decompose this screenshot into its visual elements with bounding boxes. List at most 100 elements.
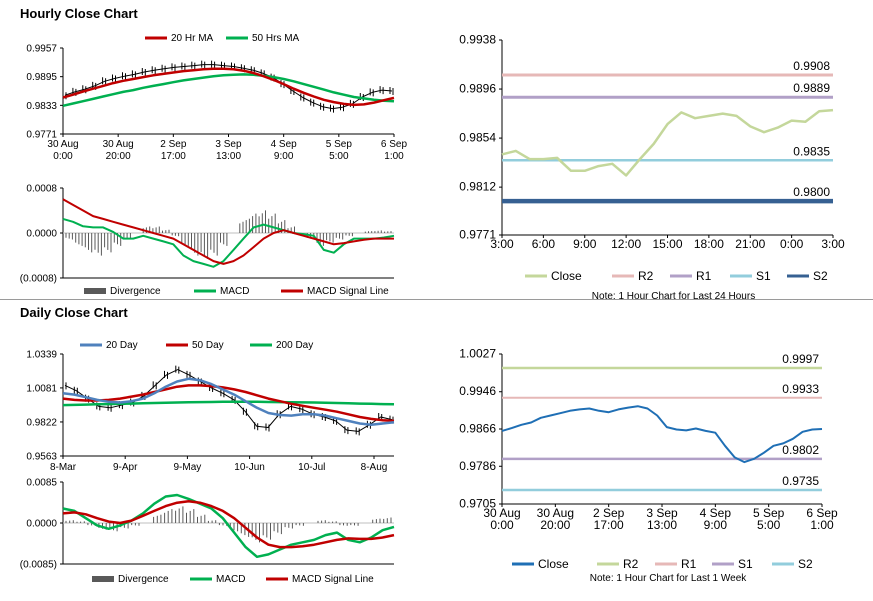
y-tick-label: 0.9822 bbox=[26, 417, 57, 428]
ma20-line bbox=[62, 67, 395, 107]
legend-50hr-ma-label: 50 Hrs MA bbox=[252, 33, 300, 44]
close-series bbox=[64, 369, 393, 432]
x-tick-label: 9:00 bbox=[573, 237, 597, 251]
y-tick-label: 0.0000 bbox=[26, 519, 57, 530]
daily-section-title: Daily Close Chart bbox=[20, 305, 128, 320]
x-tick-label: 30 Aug bbox=[537, 506, 574, 520]
x-tick-label: 12:00 bbox=[611, 237, 641, 251]
ma200-line bbox=[62, 400, 395, 407]
legend-50day-label: 50 Day bbox=[192, 340, 224, 351]
x-tick-label: 9-May bbox=[174, 462, 202, 473]
x-tick-label-time: 20:00 bbox=[540, 518, 570, 532]
signal-line bbox=[62, 198, 394, 265]
y-tick-label: 0.9957 bbox=[26, 44, 57, 55]
x-tick-label: 21:00 bbox=[735, 237, 765, 251]
legend-s1-label: S1 bbox=[756, 269, 771, 283]
x-tick-label: 5 Sep bbox=[326, 139, 353, 150]
y-tick-label: 0.9946 bbox=[459, 384, 496, 398]
legend-signal-label: MACD Signal Line bbox=[307, 286, 389, 297]
legend-r2-label: R2 bbox=[638, 269, 654, 283]
x-tick-label: 3:00 bbox=[821, 237, 845, 251]
x-tick-label-time: 13:00 bbox=[647, 518, 677, 532]
level-r2-label: 0.9908 bbox=[793, 59, 830, 73]
y-tick-label: 0.9771 bbox=[459, 228, 496, 242]
x-tick-label-time: 0:00 bbox=[490, 518, 514, 532]
close-line bbox=[501, 405, 823, 464]
legend-s2-label: S2 bbox=[798, 557, 813, 571]
legend-signal-label: MACD Signal Line bbox=[292, 574, 374, 585]
legend-s2-label: S2 bbox=[813, 269, 828, 283]
chart-note: Note: 1 Hour Chart for Last 24 Hours bbox=[592, 291, 755, 302]
x-tick-label: 30 Aug bbox=[483, 506, 520, 520]
legend-r2-label: R2 bbox=[623, 557, 639, 571]
x-tick-label: 4 Sep bbox=[271, 139, 298, 150]
daily-levels-chart: 1.0027 0.9946 0.9866 0.9786 0.9705 0.9997 0.99… bbox=[459, 347, 838, 585]
y-tick-label: 0.9854 bbox=[459, 131, 496, 145]
y-tick-label: 0.9705 bbox=[459, 497, 496, 511]
x-tick-label-time: 17:00 bbox=[594, 518, 624, 532]
x-tick-label: 6:00 bbox=[532, 237, 556, 251]
chart-note: Note: 1 Hour Chart for Last 1 Week bbox=[590, 573, 748, 584]
x-tick-label-time: 5:00 bbox=[757, 518, 781, 532]
level-s1-label: 0.9802 bbox=[782, 443, 819, 457]
level-s2-label: 0.9735 bbox=[782, 474, 819, 488]
macd-line bbox=[62, 493, 395, 559]
x-tick-label: 0:00 bbox=[780, 237, 804, 251]
y-tick-label: 0.0085 bbox=[26, 478, 57, 489]
y-tick-label: 0.9812 bbox=[459, 180, 496, 194]
x-tick-label: 15:00 bbox=[652, 237, 682, 251]
hourly-price-chart: 20 Hr MA 50 Hrs MA 0.9957 0.9895 0.9833 0.977… bbox=[26, 33, 408, 162]
x-tick-label: 6 Sep bbox=[806, 506, 838, 520]
ma50-line bbox=[62, 73, 395, 108]
legend-divergence-label: Divergence bbox=[110, 286, 161, 297]
x-tick-label: 8-Aug bbox=[361, 462, 388, 473]
legend-macd-label: MACD bbox=[216, 574, 245, 585]
legend-20day-label: 20 Day bbox=[106, 340, 138, 351]
y-tick-label: 0.9771 bbox=[26, 130, 57, 141]
x-tick-label-time: 1:00 bbox=[384, 151, 404, 162]
x-tick-label-time: 1:00 bbox=[810, 518, 834, 532]
signal-line bbox=[62, 500, 395, 549]
x-tick-label: 10-Jun bbox=[234, 462, 265, 473]
close-line bbox=[501, 108, 834, 177]
x-tick-label-time: 5:00 bbox=[329, 151, 349, 162]
hourly-levels-chart: 0.9938 0.9896 0.9854 0.9812 0.9771 0.9908 0.98… bbox=[459, 33, 845, 303]
y-tick-label: (0.0008) bbox=[20, 274, 57, 285]
level-s2-label: 0.9800 bbox=[793, 185, 830, 199]
x-tick-label: 6 Sep bbox=[381, 139, 408, 150]
y-tick-label: 0.9866 bbox=[459, 422, 496, 436]
legend-r1-label: R1 bbox=[696, 269, 712, 283]
level-r2-label: 0.9997 bbox=[782, 352, 819, 366]
x-tick-label: 9-Apr bbox=[113, 462, 138, 473]
x-tick-label: 2 Sep bbox=[593, 506, 625, 520]
x-tick-label-time: 0:00 bbox=[53, 151, 73, 162]
legend-s1-label: S1 bbox=[738, 557, 753, 571]
x-tick-label: 30 Aug bbox=[103, 139, 134, 150]
y-tick-label: 0.9563 bbox=[26, 452, 57, 463]
y-tick-label: 0.9896 bbox=[459, 82, 496, 96]
level-r1-label: 0.9933 bbox=[782, 382, 819, 396]
hourly-section-title: Hourly Close Chart bbox=[20, 6, 138, 21]
x-tick-label: 18:00 bbox=[694, 237, 724, 251]
section-divider bbox=[0, 299, 873, 300]
x-tick-label: 8-Mar bbox=[50, 462, 77, 473]
y-tick-label: 0.9786 bbox=[459, 459, 496, 473]
level-r1-label: 0.9889 bbox=[793, 81, 830, 95]
x-tick-label: 3 Sep bbox=[646, 506, 678, 520]
legend-close-label: Close bbox=[538, 557, 569, 571]
x-tick-label: 3:00 bbox=[490, 237, 514, 251]
y-tick-label: 0.9833 bbox=[26, 101, 57, 112]
close-series bbox=[64, 64, 393, 110]
y-tick-label: 0.9938 bbox=[459, 33, 496, 47]
legend-divergence-swatch bbox=[92, 576, 114, 582]
x-tick-label-time: 13:00 bbox=[216, 151, 241, 162]
x-tick-label: 30 Aug bbox=[47, 139, 78, 150]
x-tick-label-time: 9:00 bbox=[274, 151, 294, 162]
legend-macd-label: MACD bbox=[220, 286, 249, 297]
ma50-line bbox=[62, 384, 395, 423]
legend-divergence-swatch bbox=[84, 288, 106, 294]
y-tick-label: 0.9895 bbox=[26, 72, 57, 83]
y-tick-label: 1.0339 bbox=[26, 350, 57, 361]
y-tick-label: 0.0000 bbox=[26, 229, 57, 240]
x-tick-label-time: 20:00 bbox=[106, 151, 131, 162]
